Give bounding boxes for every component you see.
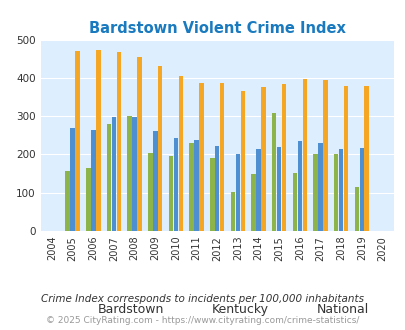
Bar [91,130,95,231]
Bar [96,50,100,231]
Bar [158,66,162,231]
Bar [107,124,111,231]
Legend: Bardstown, Kentucky, National: Bardstown, Kentucky, National [60,299,373,321]
Bar [189,143,194,231]
Bar [354,187,358,231]
Bar [343,85,347,231]
Bar [86,168,90,231]
Bar [240,91,245,231]
Bar [70,128,75,231]
Bar [333,154,338,231]
Bar [359,148,363,231]
Bar [116,52,121,231]
Bar [75,51,80,231]
Bar [230,192,234,231]
Bar [178,76,183,231]
Bar [256,149,260,231]
Bar [260,87,265,231]
Bar [148,153,152,231]
Bar [199,83,203,231]
Bar [132,116,136,231]
Bar [338,149,343,231]
Bar [313,154,317,231]
Bar [318,143,322,231]
Bar [235,154,239,231]
Bar [364,86,368,231]
Bar [281,84,286,231]
Bar [111,117,116,231]
Bar [168,155,173,231]
Bar [302,79,306,231]
Bar [292,173,296,231]
Bar [173,138,178,231]
Bar [251,174,255,231]
Bar [214,146,219,231]
Bar [297,141,301,231]
Bar [271,114,276,231]
Bar [127,116,132,231]
Bar [153,131,157,231]
Title: Bardstown Violent Crime Index: Bardstown Violent Crime Index [89,21,345,36]
Text: © 2025 CityRating.com - https://www.cityrating.com/crime-statistics/: © 2025 CityRating.com - https://www.city… [46,316,359,325]
Bar [65,171,70,231]
Bar [209,158,214,231]
Bar [322,80,327,231]
Text: Crime Index corresponds to incidents per 100,000 inhabitants: Crime Index corresponds to incidents per… [41,294,364,304]
Bar [137,57,141,231]
Bar [194,140,198,231]
Bar [276,147,281,231]
Bar [220,83,224,231]
